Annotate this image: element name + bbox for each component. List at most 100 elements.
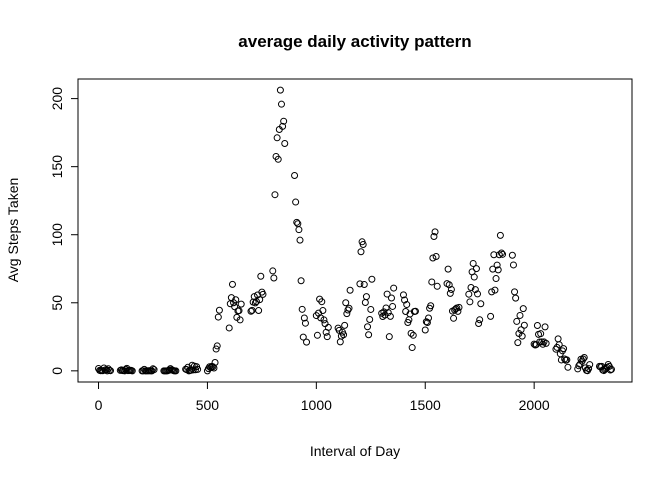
point	[277, 100, 285, 108]
point	[273, 134, 281, 142]
point	[256, 296, 264, 304]
point	[409, 331, 417, 339]
point	[407, 329, 415, 337]
point	[555, 341, 563, 349]
point	[225, 324, 233, 332]
point	[519, 305, 527, 313]
point	[427, 302, 435, 310]
point	[386, 312, 394, 320]
point	[447, 285, 455, 293]
point	[509, 261, 517, 269]
point	[319, 307, 327, 315]
point	[361, 299, 369, 307]
point	[251, 299, 259, 307]
point	[298, 305, 306, 313]
point	[425, 314, 433, 322]
y-tick-label: 0	[49, 367, 65, 375]
point	[477, 300, 485, 308]
point	[340, 331, 348, 339]
point	[293, 218, 301, 226]
point	[248, 306, 256, 314]
point	[236, 316, 244, 324]
point	[303, 338, 311, 346]
point	[431, 228, 439, 236]
point	[491, 286, 499, 294]
x-tick-label: 1000	[301, 397, 332, 413]
point	[470, 273, 478, 281]
point	[150, 366, 158, 374]
point	[368, 275, 376, 283]
point	[490, 251, 498, 259]
point	[466, 298, 474, 306]
y-tick-label: 100	[49, 223, 65, 247]
point	[430, 232, 438, 240]
point	[552, 345, 560, 353]
point	[360, 281, 368, 289]
point	[295, 226, 303, 234]
x-tick-label: 2000	[519, 397, 550, 413]
point	[450, 314, 458, 322]
point	[390, 284, 398, 292]
point	[403, 301, 411, 309]
point	[575, 362, 583, 370]
point	[432, 252, 440, 260]
point	[492, 275, 500, 283]
point	[346, 286, 354, 294]
point	[336, 338, 344, 346]
point	[514, 339, 522, 347]
point	[585, 365, 593, 373]
point	[399, 291, 407, 299]
point	[557, 356, 565, 364]
point	[291, 172, 299, 180]
point	[259, 290, 267, 298]
point	[228, 280, 236, 288]
point	[454, 307, 462, 315]
point	[411, 307, 419, 315]
point	[299, 333, 307, 341]
point	[106, 367, 114, 375]
point	[209, 363, 217, 371]
x-tick-label: 1500	[410, 397, 441, 413]
point	[586, 361, 594, 369]
point	[489, 265, 497, 273]
point	[511, 288, 519, 296]
point	[384, 309, 392, 317]
point	[499, 250, 507, 258]
plot-box	[77, 78, 633, 383]
x-tick-label: 0	[95, 397, 103, 413]
point	[455, 303, 463, 311]
point	[364, 323, 372, 331]
point	[537, 330, 545, 338]
point	[476, 316, 484, 324]
point	[281, 140, 289, 148]
point	[366, 316, 374, 324]
point	[494, 266, 502, 274]
point	[342, 299, 350, 307]
point	[237, 300, 245, 308]
point	[324, 323, 332, 331]
point	[606, 366, 614, 374]
point	[469, 259, 477, 267]
point	[365, 331, 373, 339]
point	[139, 367, 147, 375]
point	[367, 305, 375, 313]
point	[423, 319, 431, 327]
point	[563, 356, 571, 364]
point	[301, 319, 309, 327]
point	[128, 367, 136, 375]
point	[487, 312, 495, 320]
point	[542, 339, 550, 347]
x-axis-label: Interval of Day	[310, 443, 400, 459]
point	[541, 323, 549, 331]
point	[362, 293, 370, 301]
point	[520, 321, 528, 329]
point	[497, 249, 505, 257]
point	[269, 267, 277, 275]
point	[446, 289, 454, 297]
point	[359, 241, 367, 249]
point	[564, 363, 572, 371]
point	[296, 236, 304, 244]
point	[255, 307, 263, 315]
point	[389, 302, 397, 310]
